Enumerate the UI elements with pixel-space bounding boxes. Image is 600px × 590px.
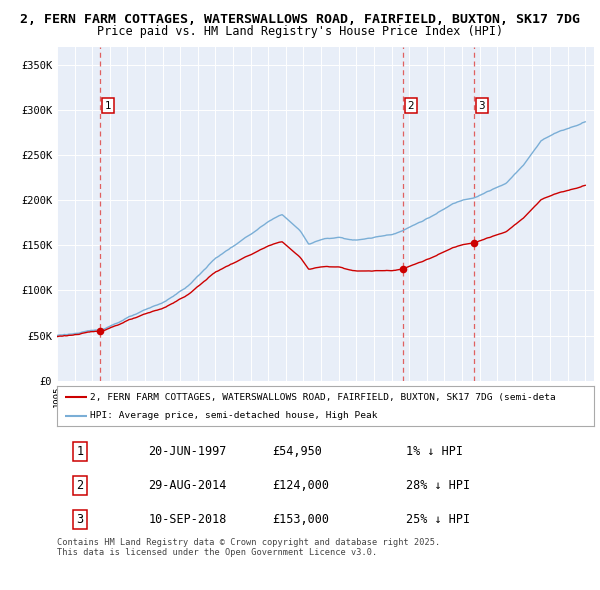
Text: Contains HM Land Registry data © Crown copyright and database right 2025.
This d: Contains HM Land Registry data © Crown c… — [57, 538, 440, 558]
Text: 28% ↓ HPI: 28% ↓ HPI — [406, 479, 470, 492]
Text: 2: 2 — [407, 101, 414, 111]
Text: £153,000: £153,000 — [272, 513, 329, 526]
Text: 3: 3 — [479, 101, 485, 111]
Text: 1% ↓ HPI: 1% ↓ HPI — [406, 445, 463, 458]
Text: 2: 2 — [77, 479, 83, 492]
Text: £124,000: £124,000 — [272, 479, 329, 492]
Text: 1: 1 — [77, 445, 83, 458]
Text: Price paid vs. HM Land Registry's House Price Index (HPI): Price paid vs. HM Land Registry's House … — [97, 25, 503, 38]
Text: 25% ↓ HPI: 25% ↓ HPI — [406, 513, 470, 526]
Text: 2, FERN FARM COTTAGES, WATERSWALLOWS ROAD, FAIRFIELD, BUXTON, SK17 7DG (semi-det: 2, FERN FARM COTTAGES, WATERSWALLOWS ROA… — [90, 392, 556, 402]
Text: 3: 3 — [77, 513, 83, 526]
Text: HPI: Average price, semi-detached house, High Peak: HPI: Average price, semi-detached house,… — [90, 411, 378, 421]
Text: £54,950: £54,950 — [272, 445, 322, 458]
Text: 2, FERN FARM COTTAGES, WATERSWALLOWS ROAD, FAIRFIELD, BUXTON, SK17 7DG: 2, FERN FARM COTTAGES, WATERSWALLOWS ROA… — [20, 13, 580, 26]
Text: 10-SEP-2018: 10-SEP-2018 — [148, 513, 227, 526]
Text: 1: 1 — [105, 101, 112, 111]
Text: 29-AUG-2014: 29-AUG-2014 — [148, 479, 227, 492]
Text: 20-JUN-1997: 20-JUN-1997 — [148, 445, 227, 458]
